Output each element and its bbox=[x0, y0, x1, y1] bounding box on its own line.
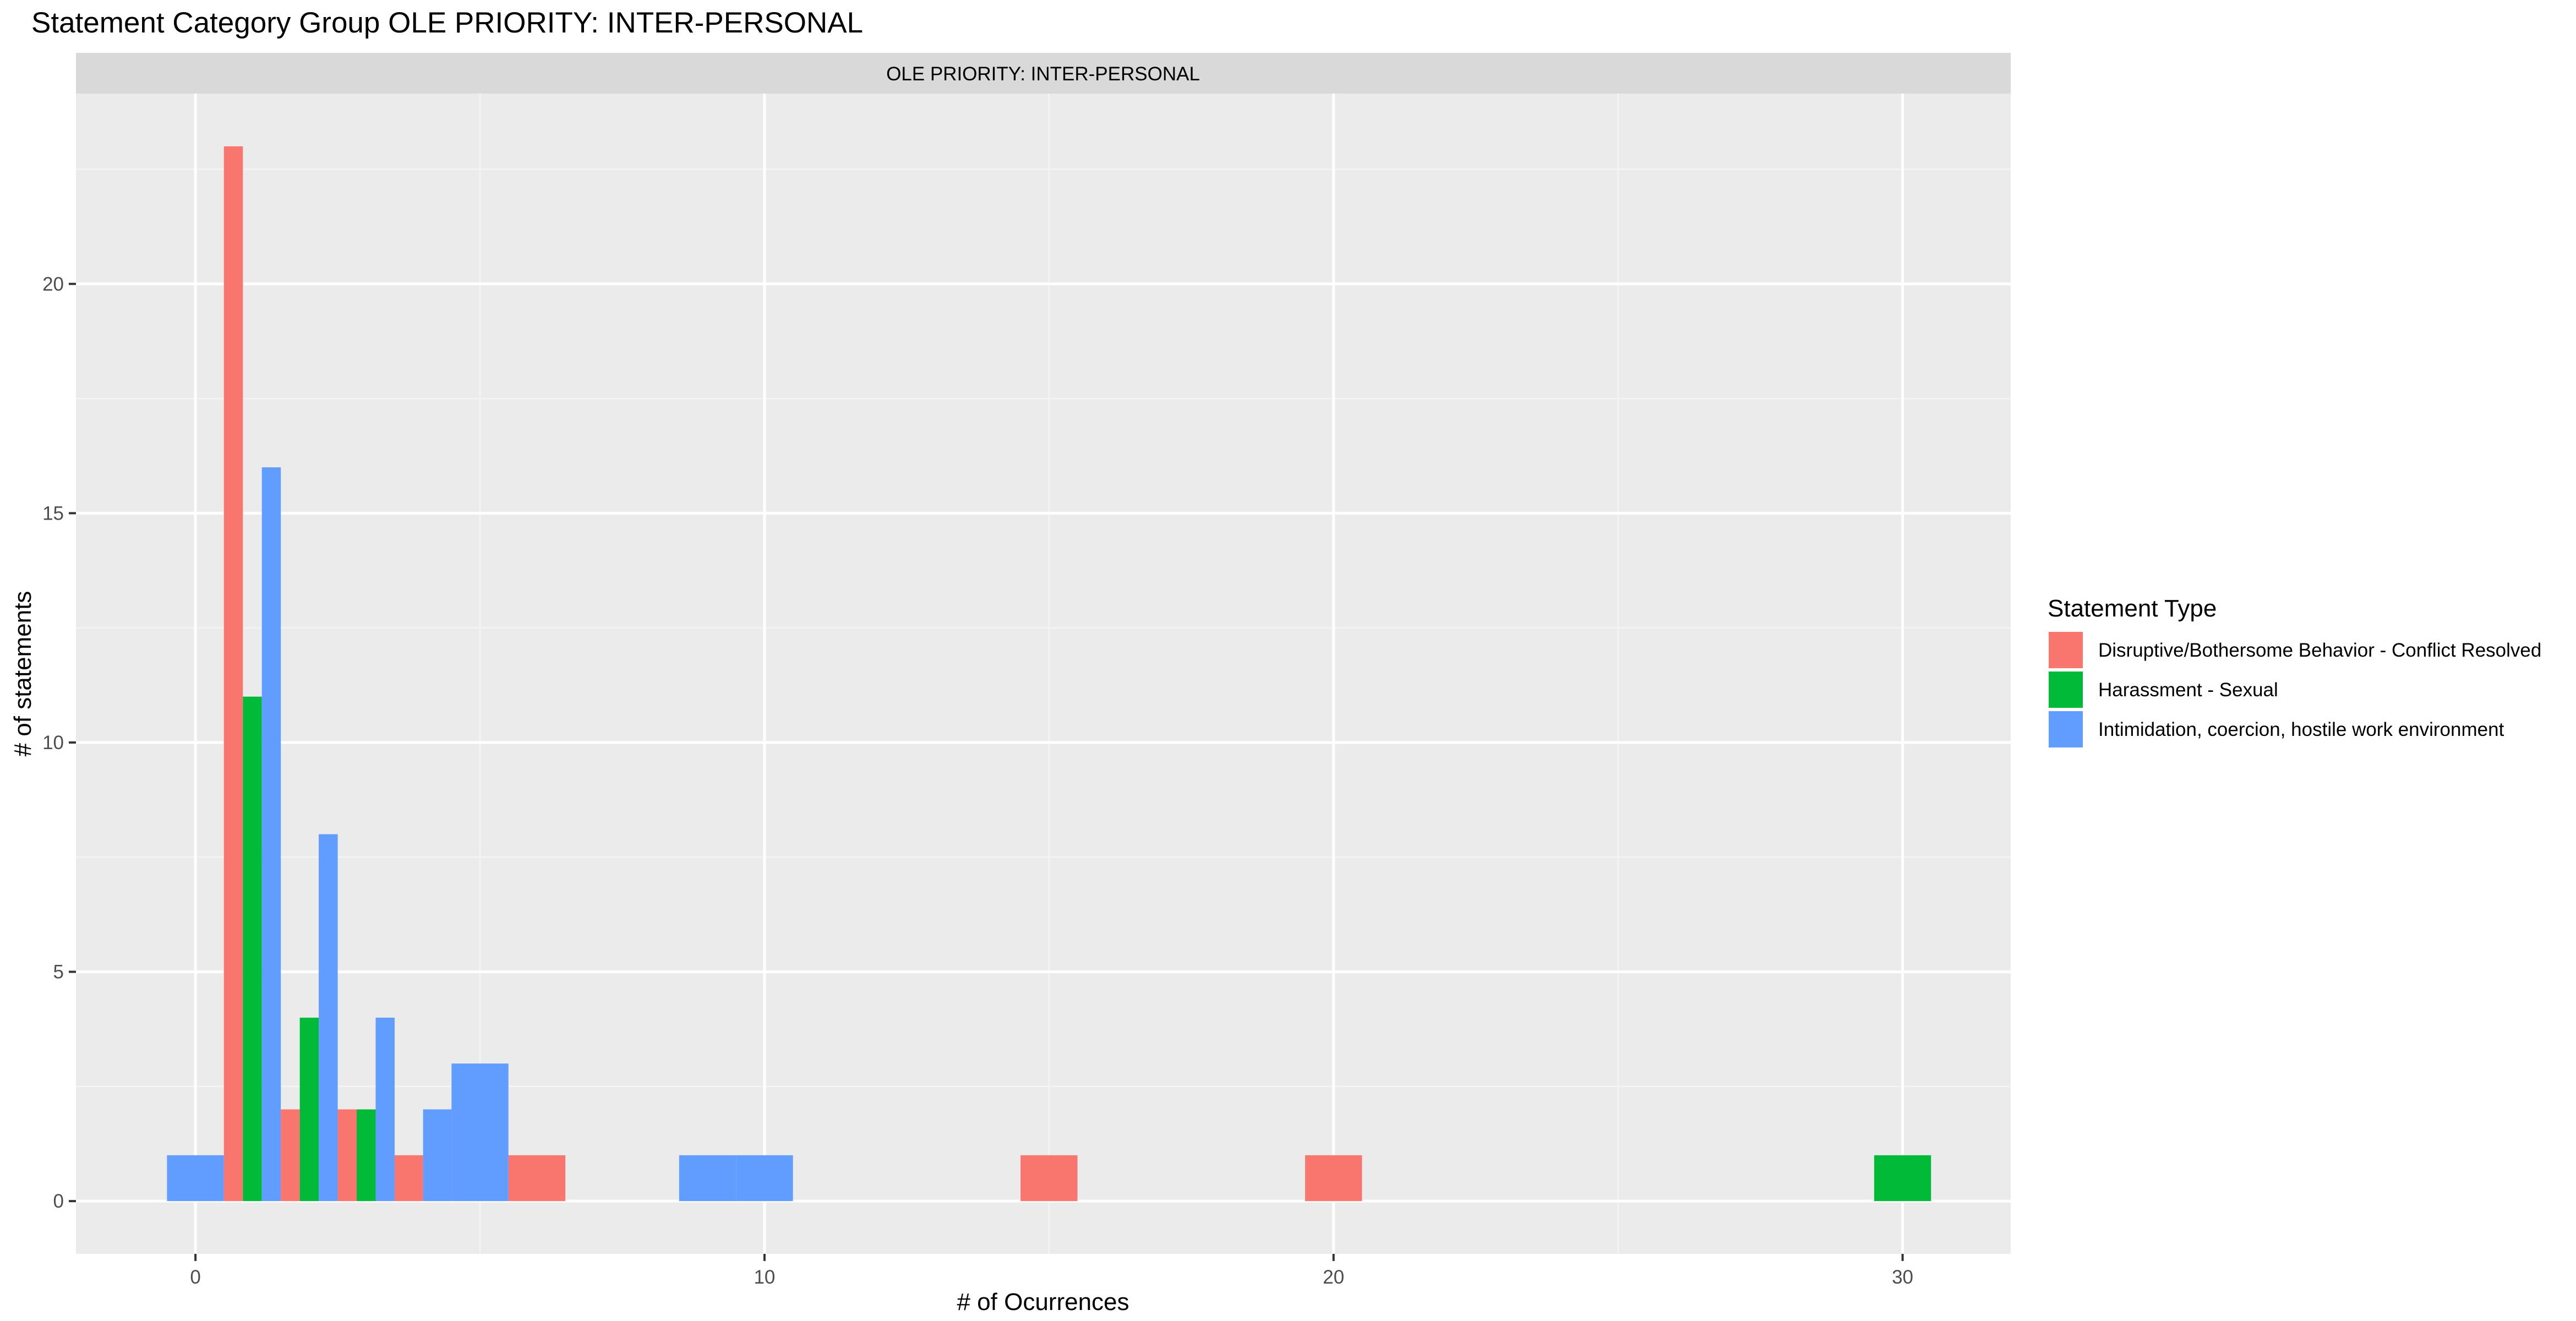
y-tick-label: 5 bbox=[53, 962, 64, 983]
facet-label: OLE PRIORITY: INTER-PERSONAL bbox=[886, 63, 1200, 85]
legend: Statement Type Disruptive/Bothersome Beh… bbox=[2048, 595, 2541, 747]
bar bbox=[243, 696, 262, 1202]
bar bbox=[281, 1109, 300, 1202]
y-axis-label: # of statements bbox=[9, 591, 36, 757]
bar bbox=[223, 146, 243, 1202]
facet-strip bbox=[76, 53, 2011, 94]
bar bbox=[319, 834, 338, 1202]
x-axis: 0 10 20 30 bbox=[190, 1254, 1913, 1288]
bar bbox=[167, 1155, 224, 1202]
legend-key bbox=[2049, 672, 2083, 708]
bar bbox=[1020, 1155, 1078, 1202]
x-tick-label: 0 bbox=[190, 1267, 200, 1288]
x-axis-label: # of Ocurrences bbox=[957, 1289, 1129, 1315]
legend-entry-label: Harassment - Sexual bbox=[2098, 679, 2278, 701]
x-tick-label: 10 bbox=[754, 1267, 775, 1288]
bar bbox=[357, 1109, 376, 1202]
y-tick-label: 20 bbox=[42, 274, 64, 295]
bar bbox=[337, 1109, 357, 1202]
legend-title: Statement Type bbox=[2048, 595, 2217, 622]
legend-key bbox=[2049, 711, 2083, 747]
bar bbox=[261, 467, 281, 1202]
y-tick-label: 15 bbox=[42, 503, 64, 524]
bar bbox=[394, 1155, 423, 1202]
legend-entry-label: Intimidation, coercion, hostile work env… bbox=[2098, 719, 2504, 740]
bar bbox=[1874, 1155, 1931, 1202]
bar bbox=[679, 1155, 736, 1202]
y-axis: 0 5 10 15 20 bbox=[42, 274, 76, 1212]
bar bbox=[736, 1155, 793, 1202]
bar bbox=[1305, 1155, 1362, 1202]
bar bbox=[375, 1017, 395, 1202]
y-tick-label: 10 bbox=[42, 732, 64, 754]
chart-title: Statement Category Group OLE PRIORITY: I… bbox=[31, 7, 863, 39]
legend-key bbox=[2049, 632, 2083, 668]
plot-panel bbox=[76, 94, 2011, 1254]
legend-entry-label: Disruptive/Bothersome Behavior - Conflic… bbox=[2098, 640, 2541, 661]
bar bbox=[508, 1155, 566, 1202]
x-tick-label: 30 bbox=[1892, 1267, 1913, 1288]
bar bbox=[423, 1109, 452, 1202]
bar bbox=[299, 1017, 319, 1202]
grid-major bbox=[76, 94, 2011, 1254]
y-tick-label: 0 bbox=[53, 1191, 64, 1212]
bars bbox=[167, 146, 1931, 1202]
grid-minor bbox=[76, 94, 2011, 1254]
x-tick-label: 20 bbox=[1323, 1267, 1344, 1288]
bar bbox=[451, 1063, 509, 1202]
